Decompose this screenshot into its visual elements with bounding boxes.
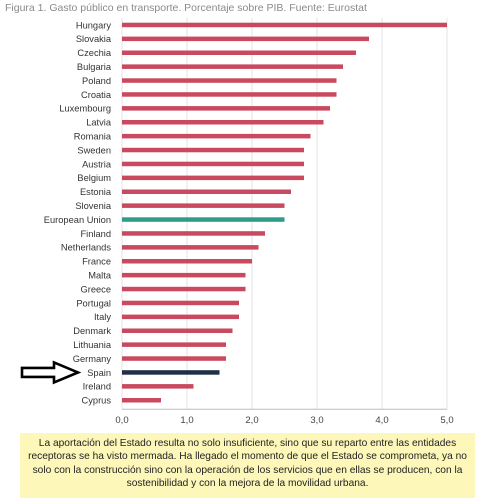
category-label: Lithuania (73, 340, 112, 350)
category-label: Greece (81, 284, 112, 294)
category-label: Ireland (83, 382, 111, 392)
bar (122, 161, 304, 167)
bar (122, 384, 194, 389)
category-label: Bulgaria (77, 62, 112, 72)
category-label: Germany (73, 354, 112, 364)
x-tick-label: 0,0 (115, 415, 128, 426)
bar (122, 120, 324, 125)
category-label: Belgium (77, 173, 111, 183)
category-label: Luxembourg (59, 104, 111, 114)
bar (122, 231, 265, 236)
bar (122, 314, 239, 320)
bar (122, 92, 337, 97)
bar (122, 106, 330, 111)
bar (122, 272, 246, 278)
bar (122, 189, 291, 194)
bar (122, 328, 233, 333)
category-label: Slovakia (76, 34, 112, 44)
note-text: La aportación del Estado resulta no solo… (28, 438, 467, 490)
bar (122, 147, 304, 153)
category-label: Netherlands (61, 243, 111, 253)
bar (122, 245, 259, 250)
category-label: Cyprus (82, 396, 112, 406)
category-label: Portugal (76, 298, 111, 308)
figure-caption: Figura 1. Gasto público en transporte. P… (5, 2, 367, 14)
category-label: Italy (94, 312, 111, 322)
category-label: European Union (44, 215, 111, 225)
category-label: Finland (81, 229, 112, 239)
bar (122, 370, 220, 375)
category-label: Malta (88, 270, 112, 280)
x-tick-label: 4,0 (375, 415, 388, 426)
arrow-right-icon (20, 360, 82, 385)
category-label: Poland (82, 76, 111, 86)
bar (122, 64, 343, 69)
category-label: Denmark (73, 326, 111, 336)
x-tick-label: 3,0 (310, 415, 323, 426)
category-label: Hungary (76, 20, 111, 30)
bar (122, 259, 252, 264)
category-label: France (82, 257, 111, 267)
x-tick-label: 5,0 (440, 415, 453, 426)
note-box: La aportación del Estado resulta no solo… (20, 433, 475, 498)
x-tick-label: 2,0 (245, 415, 258, 426)
category-label: Estonia (80, 187, 112, 197)
bar (122, 50, 356, 55)
category-label: Romania (74, 131, 112, 141)
bar (122, 36, 369, 42)
bar (122, 300, 239, 306)
x-tick-label: 1,0 (180, 415, 193, 426)
category-label: Czechia (77, 48, 111, 58)
bar (122, 22, 447, 28)
bar (122, 175, 304, 181)
category-label: Sweden (77, 145, 111, 155)
bar (122, 133, 311, 139)
category-label: Slovenia (75, 201, 111, 211)
category-label: Spain (87, 368, 111, 378)
bar (122, 203, 285, 208)
bar (122, 286, 246, 292)
category-label: Austria (82, 159, 112, 169)
category-label: Latvia (86, 118, 112, 128)
category-label: Croatia (81, 90, 112, 100)
bar (122, 78, 337, 83)
bar (122, 217, 285, 222)
bar (122, 356, 226, 361)
bar (122, 342, 226, 347)
bar (122, 398, 161, 403)
